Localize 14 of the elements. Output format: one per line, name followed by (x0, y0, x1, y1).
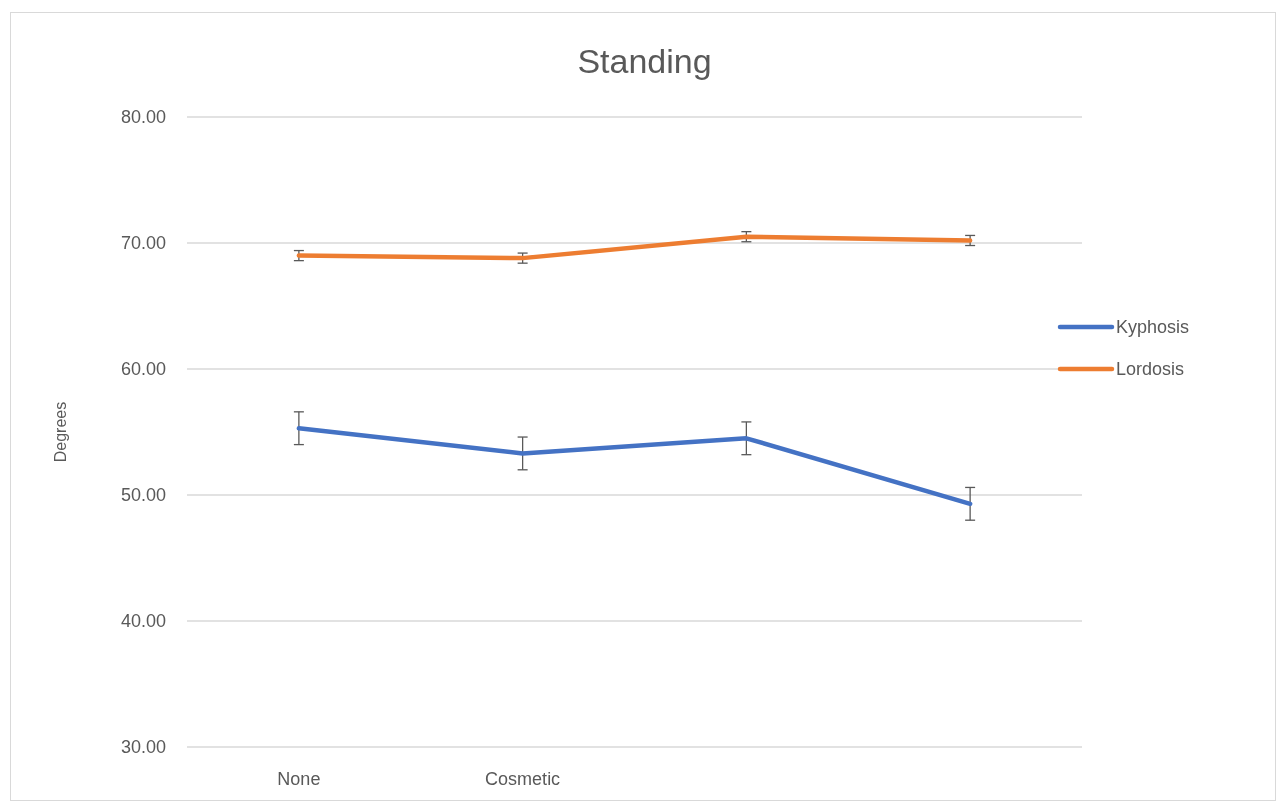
y-tick-label: 60.00 (120, 359, 166, 380)
y-axis-title: Degrees (52, 401, 69, 463)
line-series (296, 425, 973, 507)
line-series (296, 234, 973, 261)
chart-title: Standing (577, 42, 712, 80)
y-tick-label: 30.00 (120, 737, 166, 758)
x-tick-label: None (277, 769, 321, 789)
y-tick-label: 40.00 (120, 611, 166, 632)
legend-label: Kyphosis (1116, 317, 1190, 338)
y-tick-label: 50.00 (120, 485, 166, 506)
y-tick-label: 70.00 (120, 233, 166, 254)
y-tick-label: 80.00 (120, 107, 166, 128)
x-tick-label: Cosmetic (485, 769, 561, 789)
legend-label: Lordosis (1116, 359, 1185, 380)
